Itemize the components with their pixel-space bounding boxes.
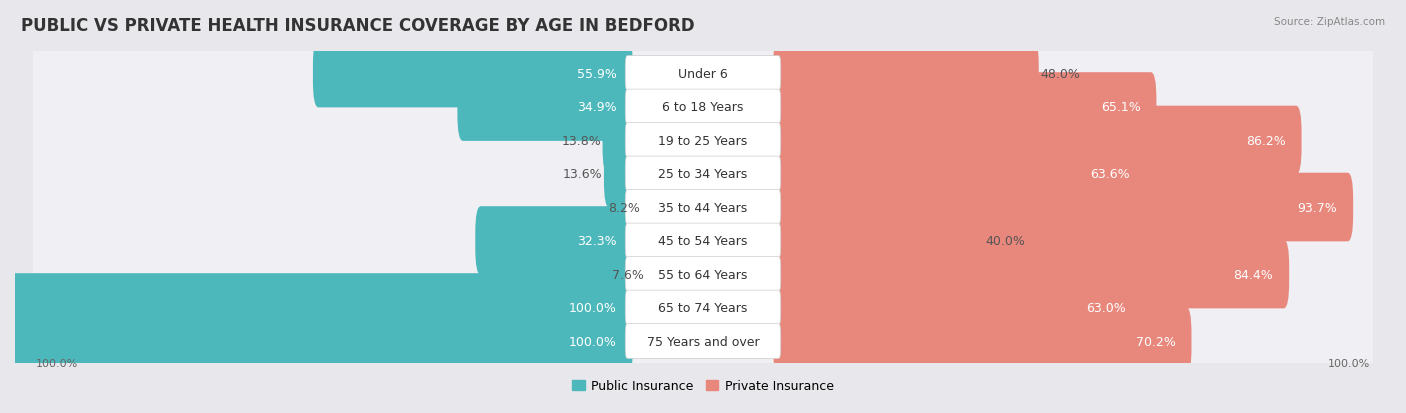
Text: 100.0%: 100.0% (569, 335, 617, 348)
FancyBboxPatch shape (457, 73, 633, 142)
FancyBboxPatch shape (773, 206, 984, 275)
Text: 65.1%: 65.1% (1101, 101, 1140, 114)
Text: 63.6%: 63.6% (1091, 168, 1130, 180)
FancyBboxPatch shape (626, 223, 780, 258)
FancyBboxPatch shape (626, 257, 780, 292)
Text: 25 to 34 Years: 25 to 34 Years (658, 168, 748, 180)
FancyBboxPatch shape (32, 145, 1374, 203)
Text: 13.8%: 13.8% (561, 134, 602, 147)
Text: 55.9%: 55.9% (576, 67, 617, 81)
FancyBboxPatch shape (32, 45, 1374, 102)
FancyBboxPatch shape (773, 40, 1039, 108)
FancyBboxPatch shape (32, 78, 1374, 136)
FancyBboxPatch shape (773, 173, 1353, 242)
Text: 86.2%: 86.2% (1246, 134, 1285, 147)
FancyBboxPatch shape (32, 212, 1374, 270)
Text: 100.0%: 100.0% (569, 301, 617, 314)
FancyBboxPatch shape (773, 307, 1191, 375)
FancyBboxPatch shape (10, 307, 633, 375)
Text: 100.0%: 100.0% (35, 358, 77, 368)
FancyBboxPatch shape (605, 140, 633, 209)
FancyBboxPatch shape (626, 190, 780, 225)
Text: 48.0%: 48.0% (1040, 67, 1080, 81)
FancyBboxPatch shape (773, 73, 1156, 142)
FancyBboxPatch shape (773, 140, 1146, 209)
Text: 7.6%: 7.6% (612, 268, 644, 281)
Text: 55 to 64 Years: 55 to 64 Years (658, 268, 748, 281)
FancyBboxPatch shape (475, 206, 633, 275)
FancyBboxPatch shape (10, 273, 633, 342)
Text: 6 to 18 Years: 6 to 18 Years (662, 101, 744, 114)
Text: 19 to 25 Years: 19 to 25 Years (658, 134, 748, 147)
Text: 70.2%: 70.2% (1136, 335, 1175, 348)
FancyBboxPatch shape (626, 324, 780, 358)
Text: 93.7%: 93.7% (1298, 201, 1337, 214)
Text: 65 to 74 Years: 65 to 74 Years (658, 301, 748, 314)
FancyBboxPatch shape (773, 107, 1302, 175)
Text: 84.4%: 84.4% (1233, 268, 1274, 281)
FancyBboxPatch shape (32, 112, 1374, 169)
FancyBboxPatch shape (773, 240, 1289, 309)
Text: Under 6: Under 6 (678, 67, 728, 81)
Legend: Public Insurance, Private Insurance: Public Insurance, Private Insurance (567, 374, 839, 397)
FancyBboxPatch shape (626, 57, 780, 91)
Text: 32.3%: 32.3% (578, 235, 617, 247)
Text: 13.6%: 13.6% (562, 168, 603, 180)
FancyBboxPatch shape (626, 157, 780, 192)
FancyBboxPatch shape (626, 290, 780, 325)
Text: 75 Years and over: 75 Years and over (647, 335, 759, 348)
Text: 35 to 44 Years: 35 to 44 Years (658, 201, 748, 214)
FancyBboxPatch shape (773, 273, 1142, 342)
Text: 45 to 54 Years: 45 to 54 Years (658, 235, 748, 247)
FancyBboxPatch shape (32, 179, 1374, 236)
Text: 34.9%: 34.9% (578, 101, 617, 114)
FancyBboxPatch shape (32, 313, 1374, 370)
FancyBboxPatch shape (603, 107, 633, 175)
Text: 100.0%: 100.0% (1329, 358, 1371, 368)
Text: 8.2%: 8.2% (607, 201, 640, 214)
FancyBboxPatch shape (626, 90, 780, 125)
FancyBboxPatch shape (32, 246, 1374, 303)
Text: 40.0%: 40.0% (986, 235, 1025, 247)
Text: 63.0%: 63.0% (1087, 301, 1126, 314)
FancyBboxPatch shape (314, 40, 633, 108)
FancyBboxPatch shape (32, 279, 1374, 337)
Text: PUBLIC VS PRIVATE HEALTH INSURANCE COVERAGE BY AGE IN BEDFORD: PUBLIC VS PRIVATE HEALTH INSURANCE COVER… (21, 17, 695, 34)
FancyBboxPatch shape (626, 123, 780, 158)
Text: Source: ZipAtlas.com: Source: ZipAtlas.com (1274, 17, 1385, 26)
